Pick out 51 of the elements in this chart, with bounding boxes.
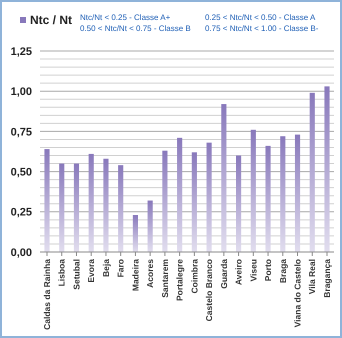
x-tick-label: Guarda bbox=[218, 258, 229, 289]
x-tick-label: Coimbra bbox=[189, 258, 200, 294]
x-tick-label: Porto bbox=[263, 259, 274, 282]
x-tick-label: Braga bbox=[278, 258, 288, 284]
x-tick-label: Viseu bbox=[248, 259, 258, 282]
y-tick-label: 0,75 bbox=[10, 126, 32, 138]
bar bbox=[250, 130, 256, 252]
bar bbox=[236, 156, 242, 252]
y-tick-label: 0,50 bbox=[10, 166, 32, 178]
y-tick-label: 1,25 bbox=[10, 46, 32, 58]
bar bbox=[221, 104, 226, 252]
x-tick-label: Portalegre bbox=[174, 258, 185, 302]
x-tick-label: Faro bbox=[116, 259, 126, 278]
bar bbox=[324, 86, 330, 252]
bar bbox=[310, 92, 315, 252]
bar bbox=[59, 164, 64, 252]
y-tick-label: 0,00 bbox=[10, 246, 32, 259]
bar bbox=[44, 149, 50, 252]
bar bbox=[74, 164, 80, 252]
bar bbox=[294, 134, 300, 252]
text: 0.25 < Ntc/Nt < 0.50 - Classe A bbox=[205, 13, 316, 22]
x-tick-label: Evora bbox=[86, 258, 96, 283]
bar bbox=[162, 150, 168, 252]
text: Ntc/Nt < 0.25 - Classe A+ bbox=[80, 13, 171, 22]
bar bbox=[148, 200, 153, 252]
x-tick-label: Lisboa bbox=[56, 258, 67, 286]
bar bbox=[88, 154, 94, 252]
bar bbox=[206, 142, 212, 252]
bar bbox=[280, 136, 286, 252]
x-tick-label: Bragança bbox=[322, 258, 332, 298]
bar bbox=[265, 146, 271, 252]
bar bbox=[192, 152, 197, 252]
y-tick-label: 0,25 bbox=[10, 206, 32, 219]
x-tick-label: Castelo Branco bbox=[204, 259, 214, 322]
text: 0.75 < Ntc/Nt < 1.00 - Classe B- bbox=[205, 24, 319, 33]
legend-label: Ntc / Nt bbox=[30, 13, 72, 28]
x-tick-label: Vila Real bbox=[307, 259, 318, 294]
x-tick-label: Santarem bbox=[160, 258, 170, 298]
bar bbox=[177, 138, 182, 252]
x-tick-label: Madeira bbox=[130, 258, 140, 292]
x-tick-label: Aveiro bbox=[234, 259, 244, 286]
y-tick-label: 1,00 bbox=[10, 86, 32, 98]
x-tick-label: Setubal bbox=[71, 259, 82, 290]
bar bbox=[103, 158, 109, 252]
x-tick-label: Caldas da Rainha bbox=[42, 258, 52, 330]
x-tick-label: Viana do Castelo bbox=[292, 259, 302, 328]
x-tick-label: Beja bbox=[100, 258, 111, 277]
x-tick-label: Acores bbox=[145, 258, 156, 288]
text: 0.50 < Ntc/Nt < 0.75 - Classe B bbox=[80, 24, 191, 33]
bar bbox=[132, 215, 138, 252]
bar bbox=[118, 165, 124, 252]
